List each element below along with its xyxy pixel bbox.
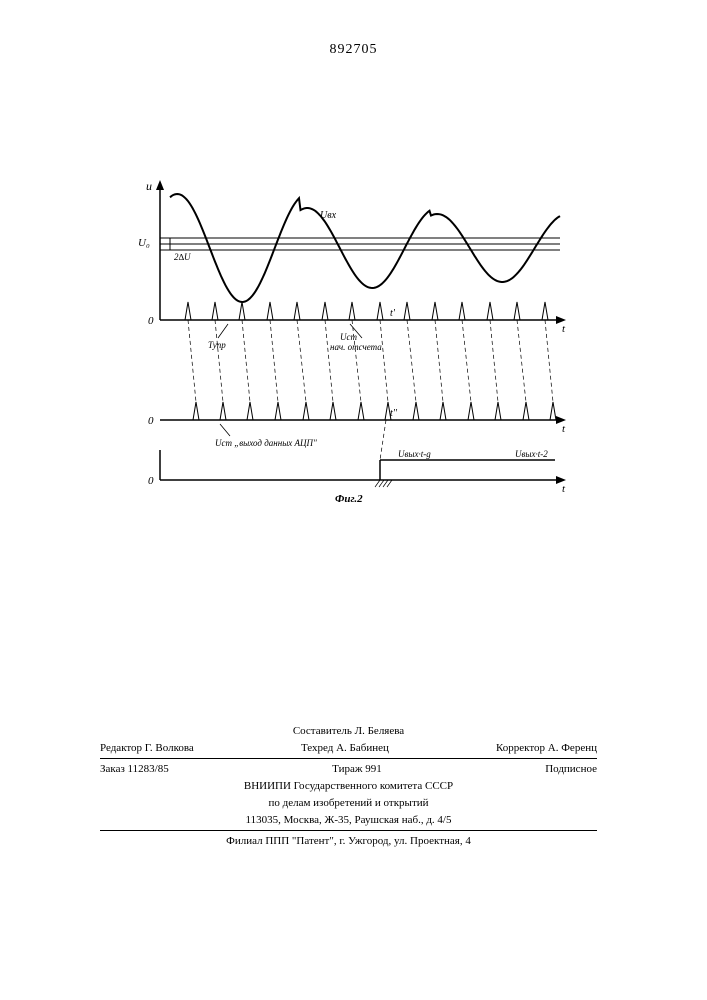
- svg-text:t: t: [562, 483, 566, 495]
- svg-text:t: t: [562, 323, 566, 335]
- footer-subscription: Подписное: [545, 761, 597, 778]
- svg-text:Фиг.2: Фиг.2: [335, 493, 363, 505]
- footer-composer: Составитель Л. Беляева: [100, 723, 597, 740]
- footer-tech: Техред А. Бабинец: [301, 740, 389, 757]
- footer-row-order: Заказ 11283/85 Тираж 991 Подписное: [100, 761, 597, 778]
- footer-org-2: по делам изобретений и открытий: [100, 795, 597, 812]
- footer-row-credits: Редактор Г. Волкова Техред А. Бабинец Ко…: [100, 740, 597, 757]
- footer-order: Заказ 11283/85: [100, 761, 169, 778]
- diagram: ut0U₀2∆UUвхt'ТупрUстнач. отсчета0tt''Uст…: [130, 180, 570, 540]
- svg-text:Uвых·t-g: Uвых·t-g: [398, 449, 431, 459]
- timing-diagram-svg: ut0U₀2∆UUвхt'ТупрUстнач. отсчета0tt''Uст…: [130, 180, 570, 540]
- document-number: 892705: [0, 42, 707, 58]
- footer-editor: Редактор Г. Волкова: [100, 740, 194, 757]
- footer-tirage: Тираж 991: [332, 761, 382, 778]
- svg-text:2∆U: 2∆U: [174, 252, 191, 262]
- svg-text:u: u: [146, 180, 152, 193]
- svg-text:Uст „выход данных АЦП": Uст „выход данных АЦП": [215, 438, 317, 448]
- svg-text:t'': t'': [390, 408, 398, 419]
- svg-text:Uвых·t-2: Uвых·t-2: [515, 449, 548, 459]
- footer-branch: Филиал ППП "Патент", г. Ужгород, ул. Про…: [100, 833, 597, 850]
- svg-text:0: 0: [148, 315, 154, 327]
- footer-address: 113035, Москва, Ж-35, Раушская наб., д. …: [100, 812, 597, 829]
- footer: Составитель Л. Беляева Редактор Г. Волко…: [100, 723, 597, 850]
- svg-text:U₀: U₀: [138, 237, 150, 249]
- svg-text:Uвх: Uвх: [320, 210, 337, 221]
- footer-rule-1: [100, 758, 597, 759]
- footer-rule-2: [100, 830, 597, 831]
- footer-corrector: Корректор А. Ференц: [496, 740, 597, 757]
- svg-text:t: t: [562, 423, 566, 435]
- page: 892705 ut0U₀2∆UUвхt'ТупрUстнач. отсчета0…: [0, 0, 707, 1000]
- svg-text:0: 0: [148, 415, 154, 427]
- svg-text:нач. отсчета: нач. отсчета: [330, 342, 382, 352]
- svg-text:t': t': [390, 308, 396, 319]
- svg-text:Uст: Uст: [340, 332, 357, 342]
- footer-org-1: ВНИИПИ Государственного комитета СССР: [100, 778, 597, 795]
- svg-text:0: 0: [148, 475, 154, 487]
